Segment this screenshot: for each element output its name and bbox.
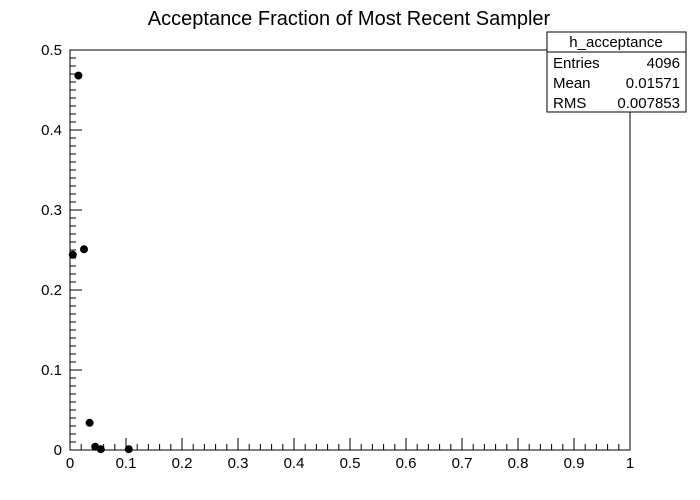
stats-box-title: h_acceptance: [569, 34, 662, 51]
y-axis: 0 0.1 0.2 0.3 0.4 0.5: [41, 42, 82, 459]
data-point: [96, 445, 105, 454]
x-tick-label: 0.4: [284, 455, 305, 472]
x-tick-label: 0.7: [452, 455, 473, 472]
stats-box: h_acceptance Entries 4096 Mean 0.01571 R…: [546, 31, 687, 113]
x-axis: 0 0.1 0.2 0.3 0.4 0.5 0.6 0.7 0.8 0.9 1: [66, 438, 634, 472]
x-tick-label: 0.8: [508, 455, 529, 472]
stats-rms-label: RMS: [553, 95, 586, 112]
plot-frame: [69, 49, 631, 451]
stats-mean-value: 0.01571: [626, 75, 680, 92]
x-tick-label: 0.1: [116, 455, 137, 472]
x-tick-label: 0.2: [172, 455, 193, 472]
stats-rms-value: 0.007853: [617, 95, 680, 112]
x-tick-label: 0.9: [564, 455, 585, 472]
data-point: [85, 418, 94, 427]
y-tick-label: 0.5: [41, 42, 62, 59]
y-tick-label: 0.4: [41, 122, 62, 139]
stats-entries-value: 4096: [647, 55, 680, 72]
x-tick-label: 0: [66, 455, 74, 472]
y-tick-label: 0.3: [41, 202, 62, 219]
y-tick-label: 0.2: [41, 282, 62, 299]
y-tick-label: 0.1: [41, 362, 62, 379]
stats-entries-label: Entries: [553, 55, 600, 72]
stats-box-frame: [546, 31, 687, 113]
data-point: [74, 71, 83, 80]
data-point: [80, 245, 88, 254]
y-tick-label: 0: [54, 442, 62, 459]
x-tick-label: 0.5: [340, 455, 361, 472]
data-point: [124, 445, 133, 454]
x-tick-label: 0.3: [228, 455, 249, 472]
chart-title: Acceptance Fraction of Most Recent Sampl…: [148, 8, 551, 30]
x-tick-label: 0.6: [396, 455, 417, 472]
stats-mean-label: Mean: [553, 75, 591, 92]
data-point: [68, 250, 77, 259]
x-tick-label: 1: [626, 455, 634, 472]
data-points: [68, 71, 133, 454]
